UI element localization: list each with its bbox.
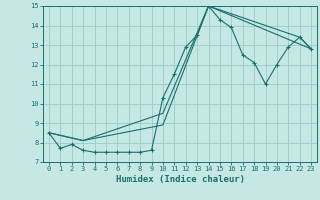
X-axis label: Humidex (Indice chaleur): Humidex (Indice chaleur) <box>116 175 244 184</box>
